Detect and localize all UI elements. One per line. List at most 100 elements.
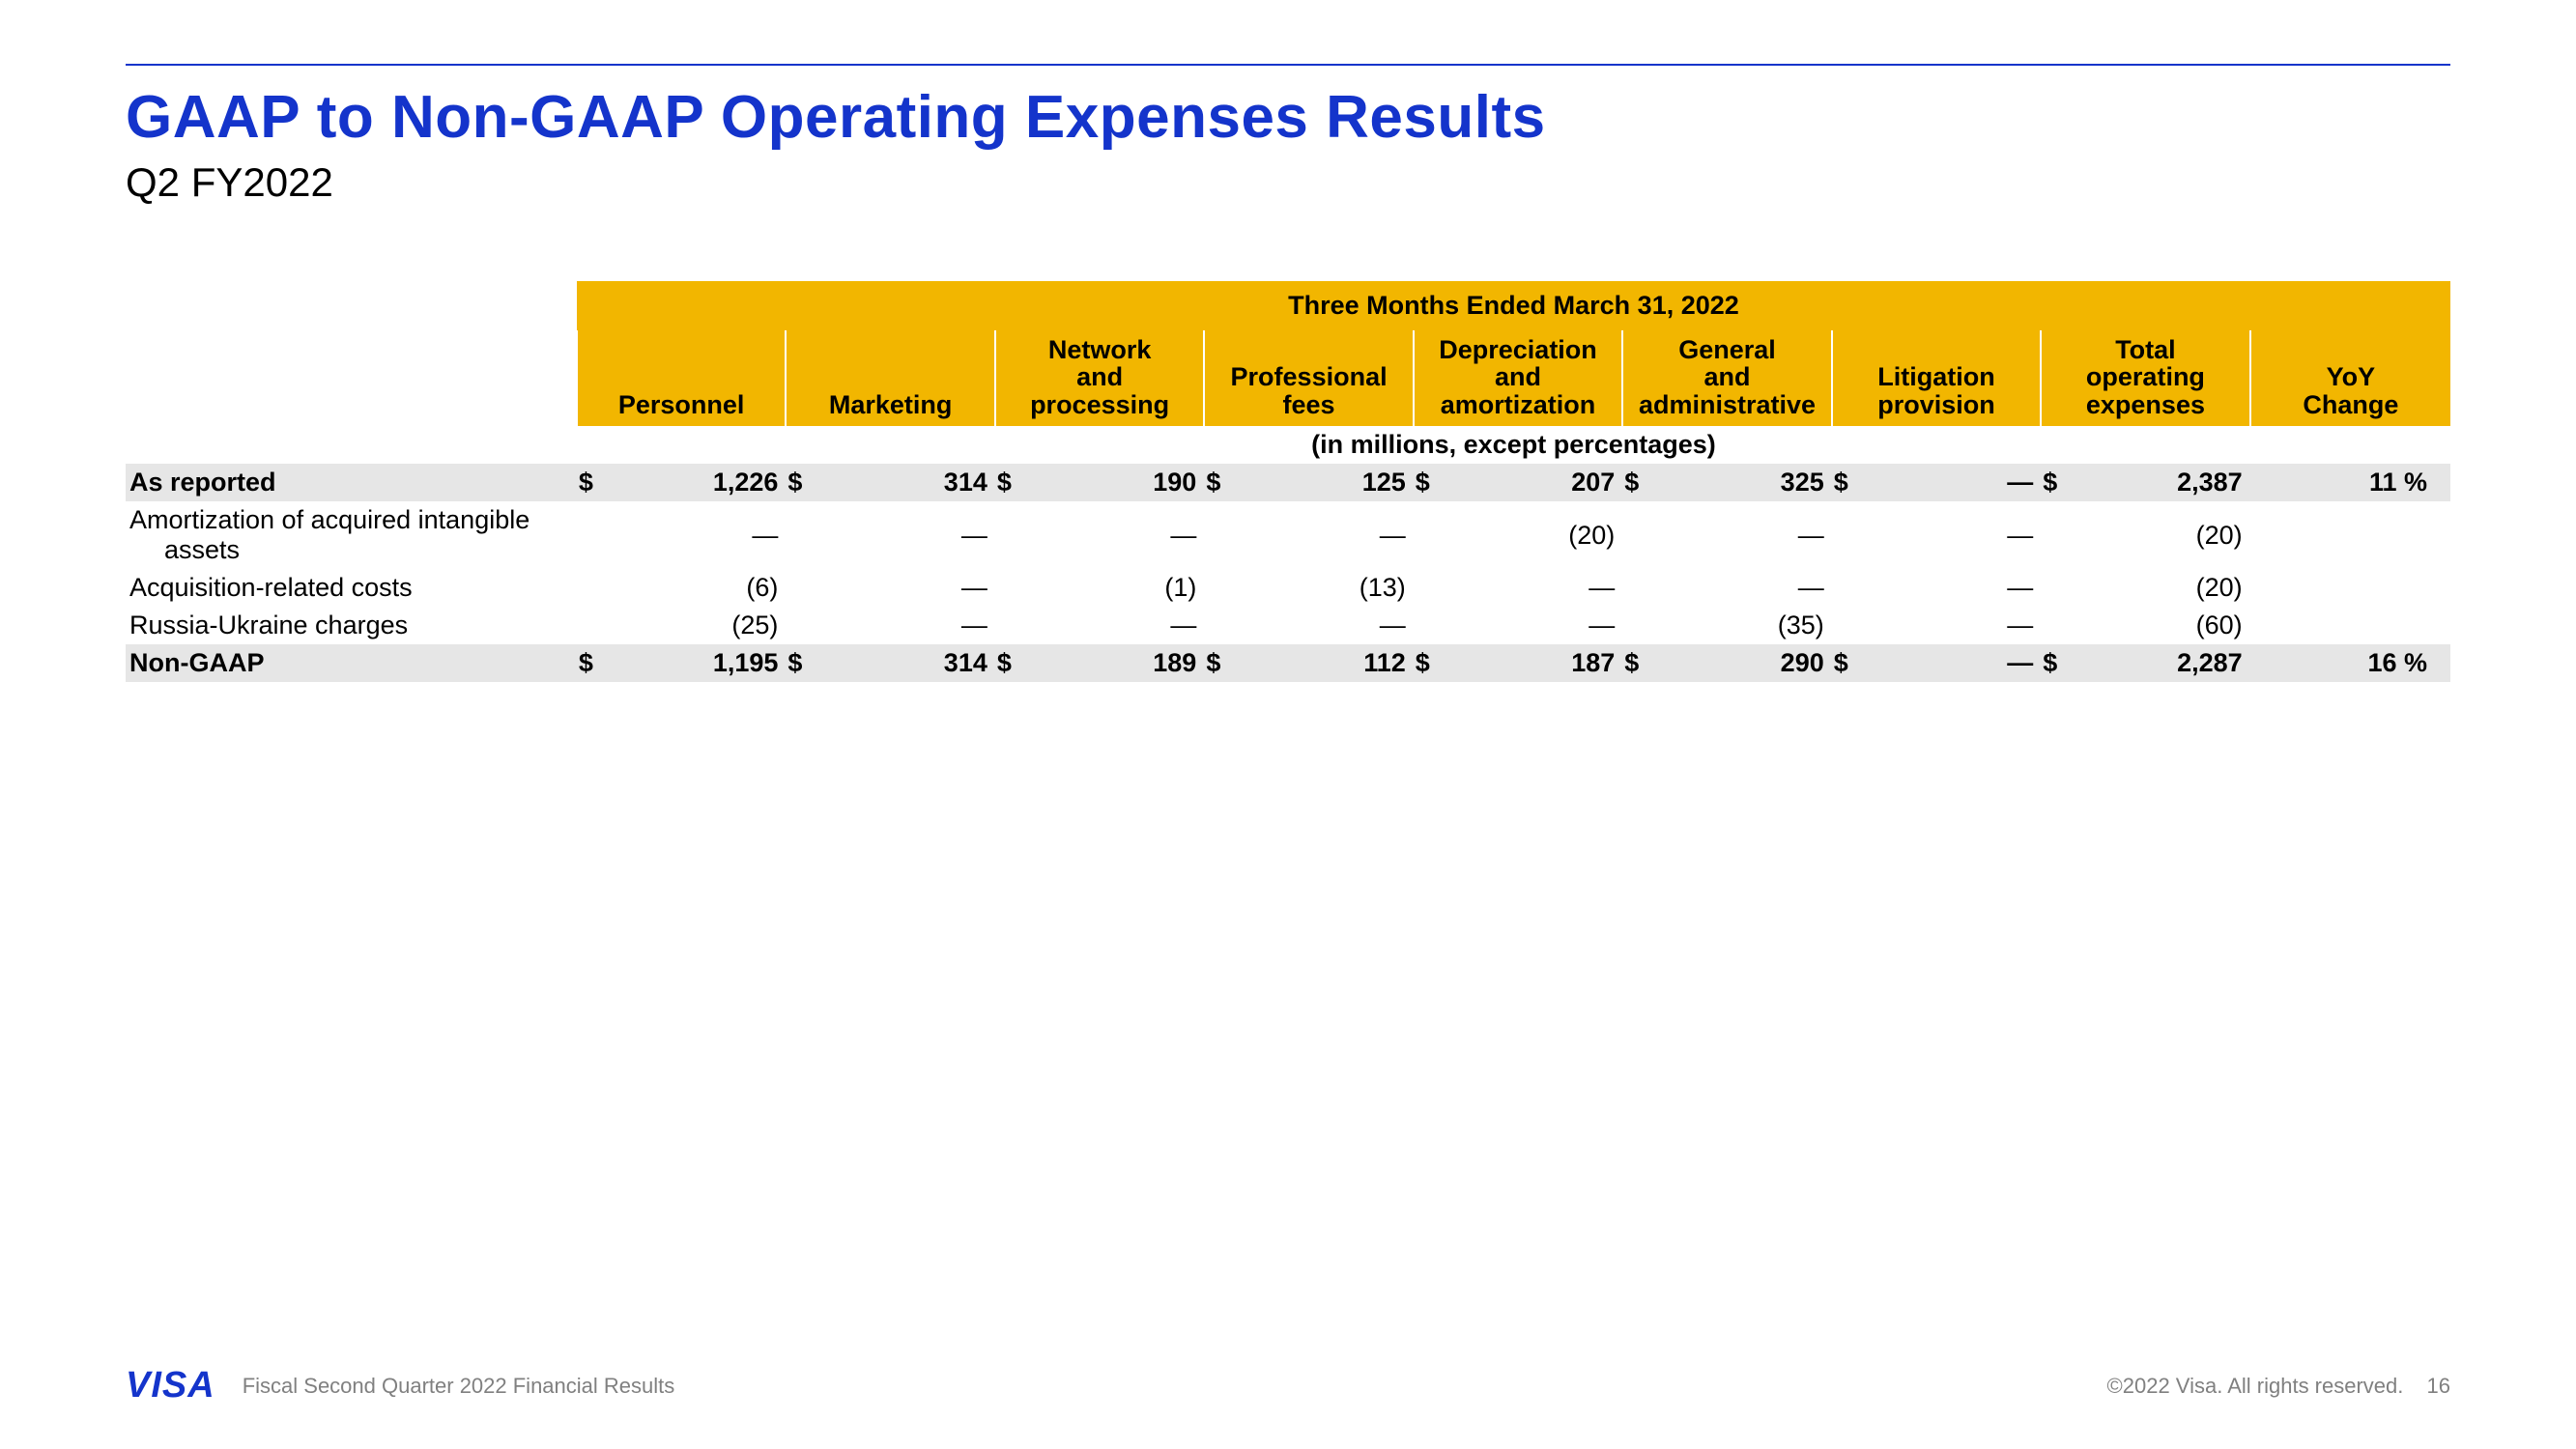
currency-symbol bbox=[995, 569, 1024, 607]
currency-symbol: $ bbox=[995, 464, 1024, 501]
cell-value: 207 bbox=[1443, 464, 1623, 501]
col-general: Generalandadministrative bbox=[1622, 330, 1831, 426]
currency-symbol bbox=[1204, 501, 1233, 569]
visa-logo: VISA bbox=[126, 1365, 215, 1406]
cell-value: 1,195 bbox=[606, 644, 787, 682]
cell-value: 1,226 bbox=[606, 464, 787, 501]
currency-symbol: $ bbox=[1414, 464, 1443, 501]
cell-value: 187 bbox=[1443, 644, 1623, 682]
currency-symbol bbox=[1414, 607, 1443, 644]
currency-symbol: $ bbox=[1832, 464, 1861, 501]
row-label: Russia-Ukraine charges bbox=[126, 607, 577, 644]
currency-symbol: $ bbox=[577, 644, 606, 682]
footer-right: ©2022 Visa. All rights reserved. 16 bbox=[2107, 1374, 2450, 1399]
table-header-period: Three Months Ended March 31, 2022 bbox=[126, 281, 2450, 330]
cell-value: — bbox=[1443, 569, 1623, 607]
copyright: ©2022 Visa. All rights reserved. bbox=[2107, 1374, 2404, 1398]
cell-value: — bbox=[815, 607, 995, 644]
cell-value: (60) bbox=[2070, 607, 2250, 644]
row-label: Non-GAAP bbox=[126, 644, 577, 682]
top-rule bbox=[126, 64, 2450, 66]
units-note: (in millions, except percentages) bbox=[577, 426, 2450, 464]
cell-value: 314 bbox=[815, 464, 995, 501]
currency-symbol: $ bbox=[2041, 464, 2070, 501]
col-yoy: YoYChange bbox=[2250, 330, 2450, 426]
period-header: Three Months Ended March 31, 2022 bbox=[577, 281, 2450, 330]
currency-symbol bbox=[1204, 607, 1233, 644]
currency-symbol bbox=[995, 501, 1024, 569]
yoy-value bbox=[2250, 501, 2450, 569]
currency-symbol bbox=[2041, 569, 2070, 607]
table-row: As reported$1,226$314$190$125$207$325$—$… bbox=[126, 464, 2450, 501]
currency-symbol bbox=[577, 607, 606, 644]
row-label: As reported bbox=[126, 464, 577, 501]
currency-symbol bbox=[1414, 501, 1443, 569]
currency-symbol: $ bbox=[577, 464, 606, 501]
currency-symbol: $ bbox=[1204, 464, 1233, 501]
yoy-value: 16 % bbox=[2250, 644, 2450, 682]
table-units-note-row: (in millions, except percentages) bbox=[126, 426, 2450, 464]
currency-symbol: $ bbox=[1622, 644, 1651, 682]
cell-value: — bbox=[815, 501, 995, 569]
cell-value: (1) bbox=[1024, 569, 1205, 607]
table-row: Russia-Ukraine charges(25)————(35)—(60) bbox=[126, 607, 2450, 644]
currency-symbol bbox=[1622, 569, 1651, 607]
currency-symbol bbox=[2041, 607, 2070, 644]
cell-value: — bbox=[1233, 607, 1414, 644]
yoy-value: 11 % bbox=[2250, 464, 2450, 501]
cell-value: (35) bbox=[1651, 607, 1832, 644]
currency-symbol: $ bbox=[1832, 644, 1861, 682]
currency-symbol bbox=[786, 607, 815, 644]
cell-value: — bbox=[1860, 464, 2041, 501]
page-title: GAAP to Non-GAAP Operating Expenses Resu… bbox=[126, 83, 2450, 152]
currency-symbol bbox=[1414, 569, 1443, 607]
cell-value: 125 bbox=[1233, 464, 1414, 501]
yoy-value bbox=[2250, 569, 2450, 607]
currency-symbol bbox=[577, 501, 606, 569]
cell-value: — bbox=[1233, 501, 1414, 569]
table-body: As reported$1,226$314$190$125$207$325$—$… bbox=[126, 464, 2450, 682]
currency-symbol bbox=[1622, 501, 1651, 569]
currency-symbol bbox=[1832, 569, 1861, 607]
currency-symbol bbox=[1832, 607, 1861, 644]
currency-symbol bbox=[1832, 501, 1861, 569]
currency-symbol bbox=[995, 607, 1024, 644]
cell-value: — bbox=[606, 501, 787, 569]
cell-value: 314 bbox=[815, 644, 995, 682]
currency-symbol bbox=[786, 501, 815, 569]
currency-symbol: $ bbox=[1414, 644, 1443, 682]
cell-value: — bbox=[1860, 644, 2041, 682]
cell-value: — bbox=[1024, 607, 1205, 644]
table-header-columns: Personnel Marketing Networkandprocessing… bbox=[126, 330, 2450, 426]
cell-value: (20) bbox=[2070, 569, 2250, 607]
col-marketing: Marketing bbox=[786, 330, 994, 426]
row-label: Acquisition-related costs bbox=[126, 569, 577, 607]
col-total: Totaloperatingexpenses bbox=[2041, 330, 2249, 426]
slide: GAAP to Non-GAAP Operating Expenses Resu… bbox=[0, 0, 2576, 1449]
cell-value: 290 bbox=[1651, 644, 1832, 682]
col-professional: Professionalfees bbox=[1204, 330, 1413, 426]
cell-value: — bbox=[1443, 607, 1623, 644]
cell-value: (20) bbox=[1443, 501, 1623, 569]
footer-left: Fiscal Second Quarter 2022 Financial Res… bbox=[243, 1374, 675, 1399]
col-network: Networkandprocessing bbox=[995, 330, 1204, 426]
cell-value: 2,387 bbox=[2070, 464, 2250, 501]
cell-value: (25) bbox=[606, 607, 787, 644]
table-row: Acquisition-related costs(6)—(1)(13)———(… bbox=[126, 569, 2450, 607]
cell-value: (6) bbox=[606, 569, 787, 607]
currency-symbol: $ bbox=[786, 644, 815, 682]
currency-symbol bbox=[1622, 607, 1651, 644]
page-subtitle: Q2 FY2022 bbox=[126, 159, 2450, 206]
cell-value: (20) bbox=[2070, 501, 2250, 569]
table-row: Non-GAAP$1,195$314$189$112$187$290$—$2,2… bbox=[126, 644, 2450, 682]
cell-value: — bbox=[1860, 569, 2041, 607]
yoy-value bbox=[2250, 607, 2450, 644]
cell-value: 189 bbox=[1024, 644, 1205, 682]
col-depreciation: Depreciationandamortization bbox=[1414, 330, 1622, 426]
page-number: 16 bbox=[2427, 1374, 2450, 1398]
cell-value: — bbox=[1651, 501, 1832, 569]
cell-value: — bbox=[815, 569, 995, 607]
currency-symbol: $ bbox=[995, 644, 1024, 682]
currency-symbol bbox=[2041, 501, 2070, 569]
currency-symbol: $ bbox=[786, 464, 815, 501]
